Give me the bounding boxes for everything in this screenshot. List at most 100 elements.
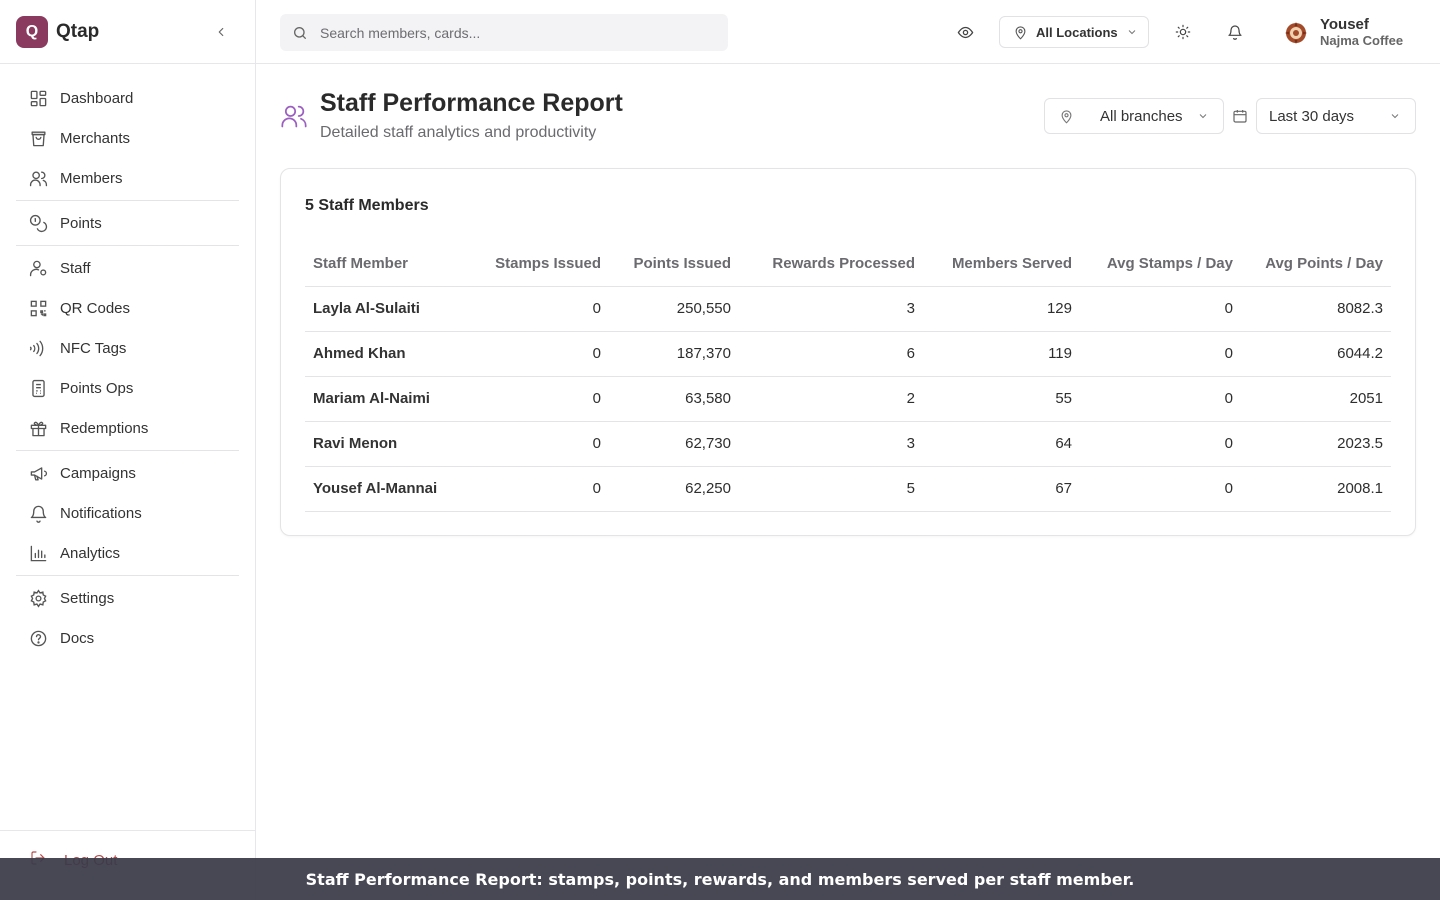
brand: Q Qtap [0, 0, 255, 64]
sidebar-item-campaigns[interactable]: Campaigns [16, 453, 239, 493]
user-menu[interactable]: Yousef Najma Coffee [1284, 16, 1403, 49]
table-cell: 0 [1080, 421, 1241, 467]
table-cell: 62,730 [609, 421, 739, 467]
card-title: 5 Staff Members [305, 197, 429, 214]
branch-filter-select[interactable]: All branches [1044, 98, 1224, 134]
table-header-row: Staff Member Stamps Issued Points Issued… [305, 241, 1391, 287]
sidebar-item-members[interactable]: Members [16, 158, 239, 198]
table-cell: 2 [739, 376, 923, 422]
table-cell: 55 [923, 376, 1080, 422]
column-header[interactable]: Rewards Processed [739, 241, 923, 287]
table-cell: 64 [923, 421, 1080, 467]
sidebar-item-label: Analytics [60, 544, 121, 562]
table-cell: 0 [1080, 376, 1241, 422]
table-cell: 62,250 [609, 466, 739, 512]
sidebar-item-analytics[interactable]: Analytics [16, 533, 239, 573]
user-name: Yousef [1320, 16, 1369, 33]
sidebar-item-merchants[interactable]: Merchants [16, 118, 239, 158]
column-header[interactable]: Staff Member [305, 241, 472, 287]
app-name: Qtap [56, 20, 100, 42]
date-range-select[interactable]: Last 30 days [1256, 98, 1416, 134]
table-cell: 6 [739, 331, 923, 377]
table-cell: 67 [923, 466, 1080, 512]
column-header[interactable]: Points Issued [609, 241, 739, 287]
search-box[interactable] [280, 14, 728, 51]
table-cell: 8082.3 [1241, 286, 1391, 332]
chevron-left-icon [218, 27, 224, 36]
column-header[interactable]: Avg Stamps / Day [1080, 241, 1241, 287]
chevron-down-icon [1389, 110, 1401, 122]
search-input[interactable] [320, 24, 700, 41]
staff-name-cell: Yousef Al-Mannai [305, 466, 472, 512]
location-select[interactable]: All Locations [999, 16, 1149, 48]
sidebar-item-notifications[interactable]: Notifications [16, 493, 239, 533]
sun-icon [1175, 24, 1191, 40]
gift-icon [28, 418, 48, 438]
main-content: Staff Performance Report Detailed staff … [280, 64, 1416, 536]
sidebar-item-label: Staff [60, 259, 91, 277]
sidebar-item-docs[interactable]: Docs [16, 618, 239, 658]
eye-icon [957, 26, 973, 38]
table-row[interactable]: Mariam Al-Naimi 0 63,580 2 55 0 2051 [305, 376, 1391, 422]
coins-icon [28, 213, 48, 233]
nav-divider [16, 450, 239, 451]
theme-toggle-button[interactable] [1171, 20, 1195, 44]
sidebar-item-points[interactable]: Points [16, 203, 239, 243]
column-header[interactable]: Stamps Issued [472, 241, 609, 287]
merchant-logo-icon [1285, 21, 1307, 44]
sidebar-item-label: Settings [60, 589, 115, 607]
sidebar-item-label: QR Codes [60, 299, 131, 317]
dashboard-icon [28, 88, 48, 108]
help-circle-icon [28, 628, 48, 648]
nav-divider [16, 575, 239, 576]
app-logo[interactable]: Q [16, 15, 48, 48]
nav-divider [16, 245, 239, 246]
sidebar-item-points-ops[interactable]: Points Ops [16, 368, 239, 408]
shopping-bag-icon [28, 128, 48, 148]
sidebar-item-label: Dashboard [60, 89, 134, 107]
sidebar-item-nfc-tags[interactable]: NFC Tags [16, 328, 239, 368]
collapse-sidebar-button[interactable] [209, 20, 233, 44]
chevron-down-icon [1126, 26, 1138, 38]
user-cog-icon [28, 258, 48, 278]
column-header[interactable]: Members Served [923, 241, 1080, 287]
sidebar-item-label: Points [60, 214, 102, 232]
receipt-icon [28, 378, 48, 398]
bar-chart-icon [28, 543, 48, 563]
table-cell: 0 [472, 421, 609, 467]
sidebar-item-label: Notifications [60, 504, 142, 522]
sidebar-nav: Dashboard Merchants Members Points Staff… [0, 64, 255, 658]
sidebar-item-settings[interactable]: Settings [16, 578, 239, 618]
column-header[interactable]: Avg Points / Day [1241, 241, 1391, 287]
table-cell: 6044.2 [1241, 331, 1391, 377]
staff-table-card: 5 Staff Members Staff Member Stamps Issu… [280, 168, 1416, 536]
sidebar-item-qr-codes[interactable]: QR Codes [16, 288, 239, 328]
sidebar-item-dashboard[interactable]: Dashboard [16, 78, 239, 118]
staff-performance-table: Staff Member Stamps Issued Points Issued… [305, 241, 1391, 512]
preview-button[interactable] [953, 20, 977, 44]
sidebar-item-label: Points Ops [60, 379, 134, 397]
megaphone-icon [28, 463, 48, 483]
table-row[interactable]: Layla Al-Sulaiti 0 250,550 3 129 0 8082.… [305, 286, 1391, 332]
table-cell: 0 [1080, 286, 1241, 332]
sidebar-item-staff[interactable]: Staff [16, 248, 239, 288]
avatar [1284, 20, 1308, 45]
table-cell: 3 [739, 421, 923, 467]
table-cell: 2023.5 [1241, 421, 1391, 467]
table-cell: 0 [1080, 331, 1241, 377]
bell-icon [1228, 25, 1242, 40]
table-cell: 0 [472, 286, 609, 332]
table-cell: 3 [739, 286, 923, 332]
table-row[interactable]: Ahmed Khan 0 187,370 6 119 0 6044.2 [305, 331, 1391, 377]
notifications-button[interactable] [1223, 20, 1247, 44]
sidebar-item-label: Campaigns [60, 464, 136, 482]
sidebar: Q Qtap Dashboard Merchants Members Point… [0, 0, 256, 900]
table-cell: 250,550 [609, 286, 739, 332]
search-icon [292, 25, 308, 41]
page-title: Staff Performance Report [320, 89, 623, 117]
table-row[interactable]: Ravi Menon 0 62,730 3 64 0 2023.5 [305, 421, 1391, 467]
table-row[interactable]: Yousef Al-Mannai 0 62,250 5 67 0 2008.1 [305, 466, 1391, 512]
sidebar-item-label: Docs [60, 629, 95, 647]
staff-name-cell: Layla Al-Sulaiti [305, 286, 472, 332]
sidebar-item-redemptions[interactable]: Redemptions [16, 408, 239, 448]
